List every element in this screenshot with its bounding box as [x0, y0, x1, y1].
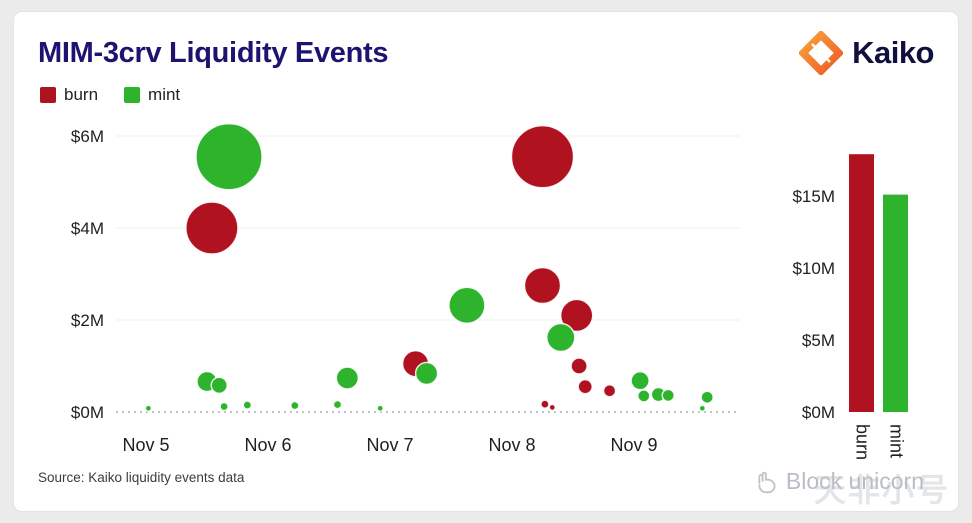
bubble-burn[interactable] — [540, 399, 550, 409]
bubble-mint[interactable] — [414, 361, 439, 386]
legend-item-mint: mint — [124, 85, 180, 105]
bubble-mint[interactable] — [332, 399, 343, 410]
bubble-mint[interactable] — [219, 401, 229, 412]
bubble-mint[interactable] — [376, 404, 384, 412]
y-tick-label: $2M — [71, 311, 104, 330]
bubble-mint[interactable] — [144, 404, 153, 412]
y-tick-label: $0M — [71, 403, 104, 422]
total-bar-mint[interactable] — [883, 194, 908, 412]
hand-icon — [758, 471, 776, 493]
bubble-mint[interactable] — [661, 388, 675, 403]
bubble-mint[interactable] — [335, 366, 359, 390]
legend-label: burn — [64, 85, 99, 104]
x-tick-label: Nov 5 — [122, 435, 169, 455]
legend: burn mint — [40, 82, 934, 108]
bubble-mint[interactable] — [698, 404, 706, 412]
charts-row: $0M $2M $4M $6M Nov 5 Nov 6 Nov 7 Nov 8 Nov 9 $0… — [38, 110, 934, 468]
bubble-mint[interactable] — [637, 389, 651, 403]
bubble-mint[interactable] — [700, 390, 714, 404]
bubble-mint[interactable] — [630, 371, 650, 391]
bubble-burn[interactable] — [560, 298, 594, 333]
bubble-burn[interactable] — [570, 357, 588, 375]
x-tick-label: Nov 6 — [244, 435, 291, 455]
bar-category-label: burn — [853, 424, 873, 460]
overlay-watermark: 天非小号 — [813, 472, 950, 508]
bubble-mint[interactable] — [242, 400, 253, 410]
x-tick-label: Nov 8 — [488, 435, 535, 455]
bar-y-tick-label: $10M — [792, 259, 835, 278]
kaiko-brand-text: Kaiko — [852, 35, 934, 70]
side-bar-chart: $0M $5M $10M $15M burn mint — [792, 154, 908, 460]
source-note: Source: Kaiko liquidity events data — [38, 470, 245, 485]
bubble-mint[interactable] — [290, 400, 300, 411]
bubble-burn[interactable] — [523, 266, 562, 305]
header: MIM-3crv Liquidity Events Kaiko — [38, 28, 934, 78]
kaiko-logo: Kaiko — [799, 31, 934, 75]
bubble-mint[interactable] — [448, 286, 486, 325]
bubble-mint[interactable] — [546, 322, 576, 353]
bubble-mint[interactable] — [210, 376, 228, 394]
bar-y-tick-label: $0M — [802, 403, 835, 422]
bubble-burn[interactable] — [185, 201, 239, 255]
bubble-burn[interactable] — [548, 403, 556, 412]
legend-swatch-mint — [124, 87, 141, 103]
page-title: MIM-3crv Liquidity Events — [38, 36, 389, 69]
bubble-chart: $0M $2M $4M $6M Nov 5 Nov 6 Nov 7 Nov 8 Nov 9 — [71, 123, 740, 455]
bar-category-label: mint — [887, 424, 907, 458]
legend-item-burn: burn — [40, 85, 98, 105]
legend-label: mint — [148, 85, 181, 104]
chart-card: MIM-3crv Liquidity Events Kaiko burn mint — [14, 12, 958, 511]
bubble-burn[interactable] — [510, 125, 575, 189]
kaiko-diamond-icon — [799, 31, 844, 75]
x-tick-label: Nov 9 — [610, 435, 657, 455]
y-tick-label: $6M — [71, 127, 104, 146]
total-bar-burn[interactable] — [849, 154, 874, 412]
bubble-burn[interactable] — [602, 384, 617, 398]
legend-swatch-burn — [40, 87, 56, 103]
bubble-mint[interactable] — [195, 123, 263, 191]
bar-y-tick-label: $15M — [792, 187, 835, 206]
y-tick-label: $4M — [71, 219, 104, 238]
bubble-burn[interactable] — [577, 379, 593, 395]
block-unicorn-watermark: Block unicorn — [755, 468, 924, 495]
x-tick-label: Nov 7 — [366, 435, 413, 455]
watermark-text: Block unicorn — [785, 468, 924, 494]
bar-y-tick-label: $5M — [802, 331, 835, 350]
